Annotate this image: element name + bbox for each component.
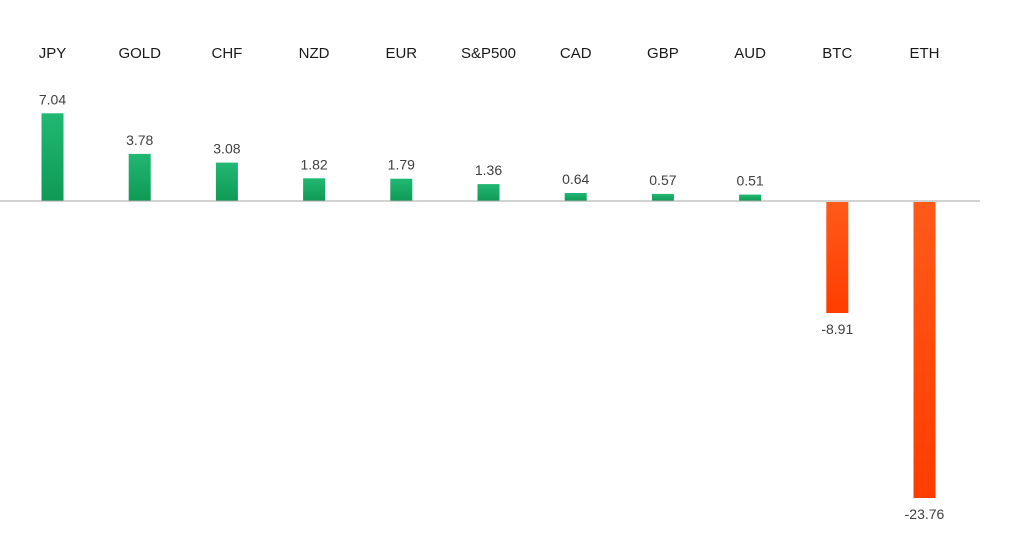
category-label-aud: AUD [734, 45, 766, 62]
category-label-eur: EUR [385, 45, 417, 62]
value-label-gold: 3.78 [126, 132, 153, 148]
category-label-sp500: S&P500 [461, 45, 516, 62]
bars-layer [41, 113, 936, 498]
bar-btc [826, 202, 849, 313]
bar-sp500 [477, 184, 500, 201]
category-label-nzd: NZD [299, 45, 330, 62]
value-label-jpy: 7.04 [39, 91, 66, 107]
value-label-aud: 0.51 [736, 173, 763, 189]
category-label-cad: CAD [560, 45, 592, 62]
bar-aud [739, 194, 762, 201]
value-label-btc: -8.91 [821, 321, 853, 337]
value-label-cad: 0.64 [562, 171, 589, 187]
bar-chf [215, 162, 238, 201]
value-label-eur: 1.79 [388, 157, 415, 173]
category-label-gold: GOLD [118, 45, 161, 62]
value-label-eth: -23.76 [905, 506, 945, 522]
bar-gbp [651, 193, 674, 201]
bar-jpy [41, 113, 64, 201]
bar-nzd [303, 178, 326, 201]
category-label-chf: CHF [211, 45, 242, 62]
category-label-btc: BTC [822, 45, 852, 62]
value-label-nzd: 1.82 [300, 156, 327, 172]
bar-gold [128, 153, 151, 201]
category-label-jpy: JPY [39, 45, 67, 62]
category-label-eth: ETH [910, 45, 940, 62]
value-label-chf: 3.08 [213, 141, 240, 157]
bar-eth [913, 202, 936, 498]
category-label-gbp: GBP [647, 45, 679, 62]
value-label-gbp: 0.57 [649, 172, 676, 188]
bar-eur [390, 178, 413, 201]
value-label-sp500: 1.36 [475, 162, 502, 178]
labels-layer: JPY 7.04 GOLD 3.78 CHF 3.08 NZD 1.82 EUR 1.79 S&P5… [39, 45, 945, 522]
bar-cad [564, 193, 587, 201]
